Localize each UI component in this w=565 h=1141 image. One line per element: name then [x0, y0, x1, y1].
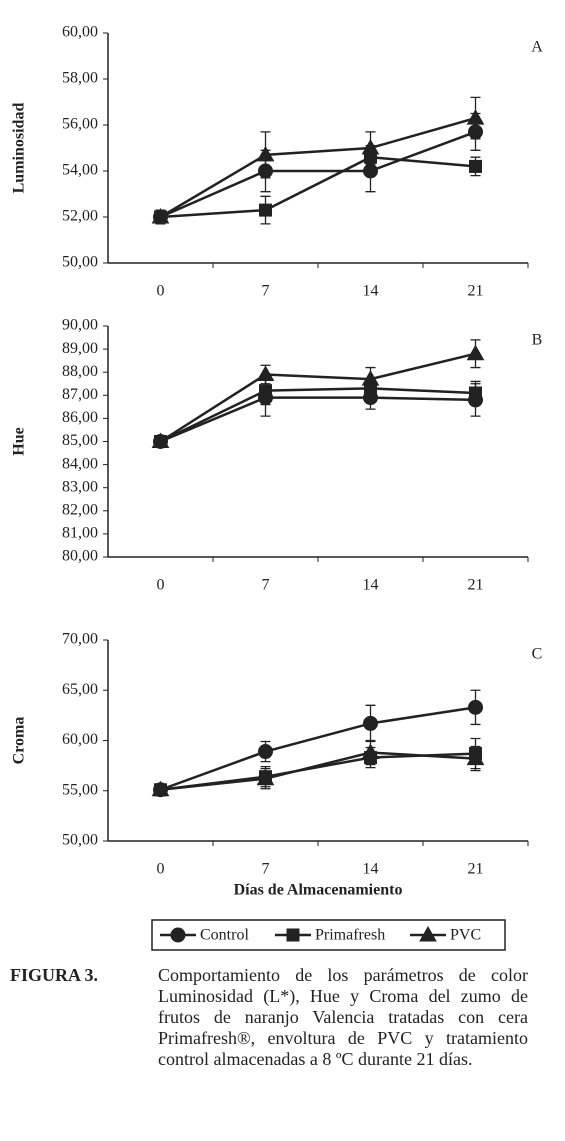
- y-tick-label: 84,00: [62, 455, 98, 472]
- series-line: [160, 751, 476, 791]
- series-line: [160, 155, 476, 219]
- y-axis-title: Luminosidad: [11, 103, 28, 194]
- caption: FIGURA 3. Comportamiento de los parámetr…: [10, 965, 550, 1070]
- legend-label: PVC: [450, 927, 481, 944]
- y-tick-label: 85,00: [62, 432, 98, 449]
- marker: [256, 769, 275, 786]
- panel-label: C: [532, 646, 543, 663]
- marker: [151, 780, 170, 797]
- marker: [466, 749, 485, 766]
- x-tick-label: 0: [157, 283, 165, 300]
- y-tick-label: 89,00: [62, 340, 98, 357]
- x-tick-label: 7: [262, 283, 270, 300]
- caption-label: FIGURA 3.: [10, 965, 99, 985]
- series-line: [159, 116, 476, 219]
- marker: [286, 928, 300, 942]
- legend-label: Primafresh: [315, 927, 385, 944]
- marker: [361, 370, 380, 386]
- y-tick-label: 50,00: [62, 832, 98, 849]
- marker: [469, 386, 482, 400]
- x-tick-label: 14: [363, 283, 379, 300]
- x-tick-label: 7: [262, 577, 270, 594]
- y-tick-label: 86,00: [62, 409, 98, 426]
- y-tick-label: 52,00: [62, 208, 98, 225]
- marker: [170, 927, 186, 943]
- marker: [468, 699, 483, 715]
- y-tick-label: 80,00: [62, 548, 98, 565]
- y-tick-label: 70,00: [62, 631, 98, 648]
- marker: [466, 344, 485, 361]
- marker: [363, 715, 378, 731]
- x-tick-label: 21: [468, 283, 484, 300]
- marker: [361, 743, 380, 760]
- series-line: [159, 352, 476, 443]
- panel-label: A: [531, 39, 543, 56]
- x-tick-label: 14: [363, 577, 379, 594]
- series-line: [160, 706, 476, 791]
- y-tick-label: 56,00: [62, 116, 98, 133]
- y-tick-label: 60,00: [62, 24, 98, 41]
- legend-box: [151, 919, 506, 951]
- y-tick-label: 81,00: [62, 525, 98, 542]
- y-tick-label: 58,00: [62, 70, 98, 87]
- y-tick-label: 60,00: [62, 731, 98, 748]
- marker: [259, 203, 272, 217]
- y-tick-label: 90,00: [62, 317, 98, 334]
- x-tick-label: 21: [468, 861, 484, 878]
- figure: 50,00 52,00 54,00 56,00 58,00 60,00 0 7 14 21 Lumi…: [11, 24, 543, 951]
- y-tick-label: 54,00: [62, 162, 98, 179]
- y-tick-label: 83,00: [62, 478, 98, 495]
- marker: [419, 925, 437, 942]
- marker: [151, 207, 170, 224]
- x-tick-label: 0: [157, 861, 165, 878]
- caption-text: Comportamiento de los parámetros de colo…: [158, 965, 528, 1069]
- x-tick-label: 14: [363, 861, 379, 878]
- y-tick-label: 82,00: [62, 501, 98, 518]
- x-tick-label: 7: [262, 861, 270, 878]
- series-line: [160, 396, 476, 443]
- series-line: [159, 130, 476, 219]
- marker: [466, 109, 485, 125]
- legend-label: Control: [200, 927, 249, 944]
- marker: [469, 159, 482, 173]
- x-axis-title: Días de Almacenamiento: [234, 882, 403, 899]
- marker: [256, 365, 275, 382]
- marker: [258, 744, 273, 760]
- y-tick-label: 87,00: [62, 386, 98, 403]
- marker: [256, 145, 275, 162]
- y-tick-label: 65,00: [62, 681, 98, 698]
- marker: [151, 432, 170, 448]
- y-axis-title: Croma: [11, 717, 28, 765]
- y-tick-label: 88,00: [62, 363, 98, 380]
- y-tick-label: 55,00: [62, 781, 98, 798]
- x-tick-label: 0: [157, 577, 165, 594]
- y-axis-title: Hue: [11, 427, 28, 455]
- y-tick-label: 50,00: [62, 254, 98, 271]
- panel-label: B: [532, 332, 543, 349]
- marker: [361, 138, 380, 155]
- x-tick-label: 21: [468, 577, 484, 594]
- series-line: [159, 387, 476, 443]
- marker: [259, 384, 272, 398]
